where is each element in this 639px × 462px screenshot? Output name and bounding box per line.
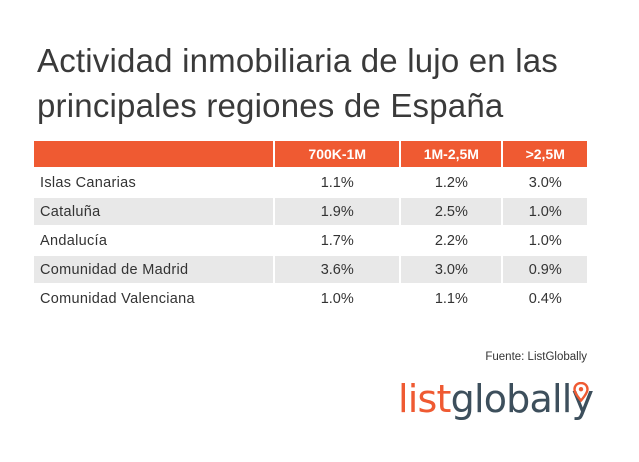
region-label: Andalucía (34, 227, 276, 254)
value-cell: 2.2% (401, 227, 504, 254)
value-cell: 1.9% (275, 198, 402, 225)
value-cell: 0.4% (528, 290, 562, 307)
region-label: Comunidad Valenciana (34, 285, 276, 312)
value-cell: 1.0% (275, 285, 402, 312)
logo-text-list: list (398, 377, 451, 421)
value-cell: 1.1% (275, 169, 402, 196)
value-cell: 3.0% (528, 174, 562, 191)
column-header-1m-2-5m: 1M-2,5M (401, 141, 504, 167)
column-header-region (34, 141, 276, 167)
table-row: Comunidad Valenciana 1.0% 1.1% 0.4% (34, 285, 587, 312)
region-label: Comunidad de Madrid (34, 256, 276, 283)
logo-text-l: l (561, 377, 573, 421)
value-cell: 1.0% (503, 198, 587, 225)
logo-wordmark: listglobally (398, 374, 598, 424)
table-row: Andalucía 1.7% 2.2% 1.0% (34, 227, 587, 254)
data-table: 700K-1M 1M-2,5M >2,5M Islas Canarias 1.1… (34, 139, 587, 314)
table-row: Islas Canarias 1.1% 1.2% 3.0% (34, 169, 587, 196)
logo-text-global: global (450, 377, 563, 421)
value-cell: 1.7% (275, 227, 402, 254)
chart-title-line-2: principales regiones de España (37, 87, 504, 125)
table-row: Cataluña 1.9% 2.5% 1.0% (34, 198, 587, 225)
value-cell: 1.1% (401, 285, 504, 312)
listglobally-logo: listglobally (398, 374, 598, 436)
value-cell: 2.5% (401, 198, 504, 225)
column-header-over-2-5m: >2,5M (503, 141, 587, 167)
source-note: Fuente: ListGlobally (485, 351, 587, 363)
location-pin-icon (573, 382, 589, 402)
chart-title-line-1: Actividad inmobiliaria de lujo en las (37, 42, 559, 80)
column-header-700k-1m: 700K-1M (275, 141, 402, 167)
table-row: Comunidad de Madrid 3.6% 3.0% 0.9% (34, 256, 587, 283)
region-label: Cataluña (34, 198, 276, 225)
value-cell: 3.0% (401, 256, 504, 283)
value-cell: 0.9% (503, 256, 587, 283)
table-header-row: 700K-1M 1M-2,5M >2,5M (34, 141, 587, 167)
value-cell: 1.2% (401, 169, 504, 196)
region-label: Islas Canarias (34, 169, 276, 196)
value-cell: 3.6% (275, 256, 402, 283)
value-cell: 1.0% (528, 232, 562, 249)
chart-title: Actividad inmobiliaria de lujo en las pr… (37, 38, 617, 128)
